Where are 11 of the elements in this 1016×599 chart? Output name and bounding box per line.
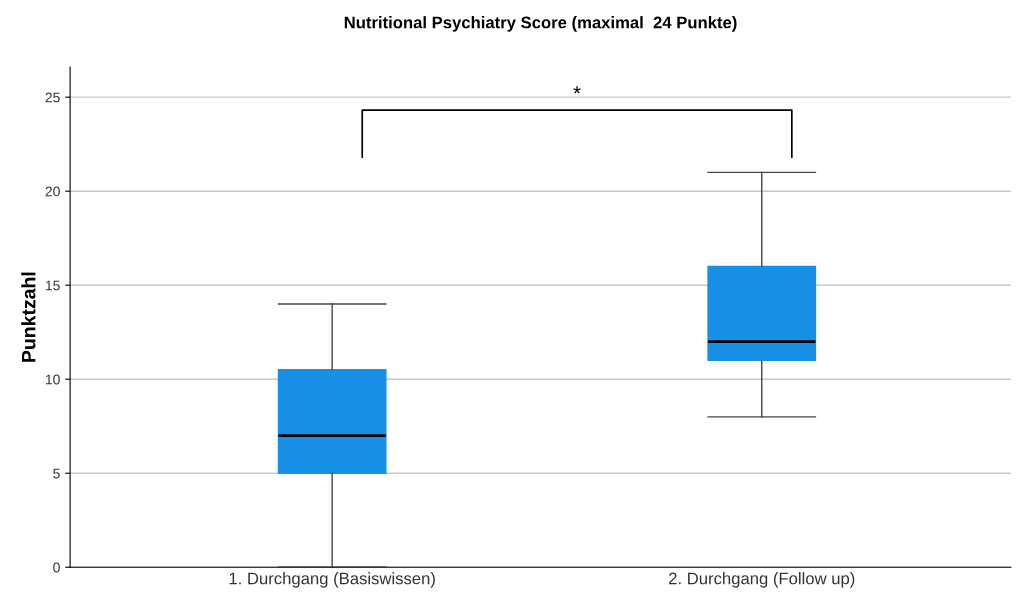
- y-tick-label: 10: [45, 374, 60, 385]
- y-tick-label: 15: [45, 280, 60, 291]
- x-tick-label: 1. Durchgang (Basiswissen): [229, 572, 435, 588]
- y-tick-label: 5: [53, 468, 60, 479]
- y-axis-title: Punktzahl: [21, 272, 36, 362]
- annotation: *: [573, 86, 581, 94]
- chart-title: Nutritional Psychiatry Score (maximal 24 Punkte): [344, 16, 737, 32]
- y-tick-label: 20: [45, 186, 60, 197]
- y-tick-label: 25: [45, 92, 60, 103]
- y-tick-label: 0: [53, 562, 60, 573]
- x-tick-label: 2. Durchgang (Follow up): [669, 572, 855, 588]
